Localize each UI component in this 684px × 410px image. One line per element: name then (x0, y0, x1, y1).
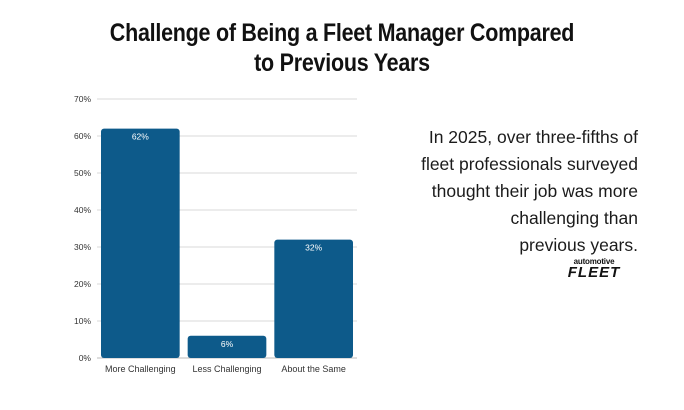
x-tick-label: More Challenging (105, 364, 176, 374)
bar-value-label: 62% (132, 132, 149, 142)
callout-line-3: thought their job was more (431, 181, 638, 201)
bar (101, 128, 180, 358)
callout-line-2: fleet professionals surveyed (421, 154, 638, 174)
automotive-fleet-logo: automotive FLEET (551, 257, 637, 281)
y-tick-label: 60% (74, 131, 91, 141)
bar-value-label: 32% (305, 243, 322, 253)
callout-text: In 2025, over three-fifths of fleet prof… (378, 124, 638, 259)
y-tick-label: 10% (74, 316, 91, 326)
x-tick-label: Less Challenging (192, 364, 261, 374)
bar (187, 335, 267, 358)
y-tick-label: 70% (74, 94, 91, 104)
callout-line-5: previous years. (519, 235, 638, 255)
logo-small-text: automotive (573, 257, 615, 266)
chart-title-line-2: to Previous Years (254, 49, 430, 77)
y-tick-label: 40% (74, 205, 91, 215)
chart-title: Challenge of Being a Fleet Manager Compa… (48, 18, 636, 78)
chart-title-line-1: Challenge of Being a Fleet Manager Compa… (109, 19, 575, 47)
bar-value-label: 6% (221, 339, 234, 349)
callout-line-1: In 2025, over three-fifths of (428, 127, 638, 147)
y-tick-label: 50% (74, 168, 91, 178)
bar (274, 239, 353, 358)
callout-line-4: challenging than (510, 208, 638, 228)
x-tick-label: About the Same (281, 364, 346, 374)
y-tick-label: 0% (79, 353, 92, 363)
y-tick-label: 20% (74, 279, 91, 289)
y-tick-label: 30% (74, 242, 91, 252)
logo-big-text: FLEET (567, 264, 621, 281)
